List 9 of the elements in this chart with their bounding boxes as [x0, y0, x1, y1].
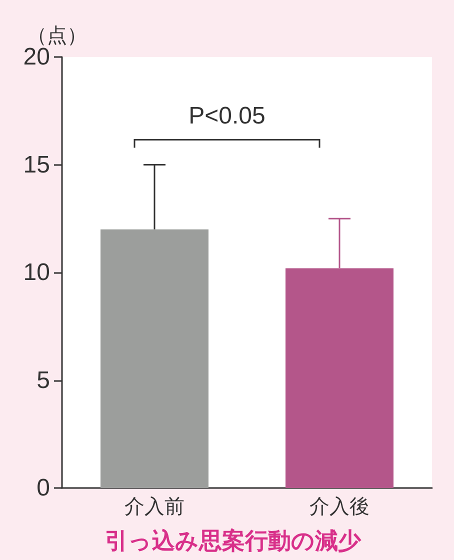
x-tick-label: 介入前 [124, 494, 184, 518]
y-tick-label: 0 [36, 474, 50, 502]
y-tick-label: 15 [23, 151, 50, 178]
y-axis-title: （点） [27, 23, 87, 48]
y-tick-label: 5 [36, 366, 50, 394]
x-tick-label: 介入後 [310, 494, 370, 518]
text: 引っ込み思案行動の減少 [105, 528, 362, 554]
y-tick-label: 10 [23, 259, 50, 286]
annotation: P<0.05 [188, 102, 266, 130]
